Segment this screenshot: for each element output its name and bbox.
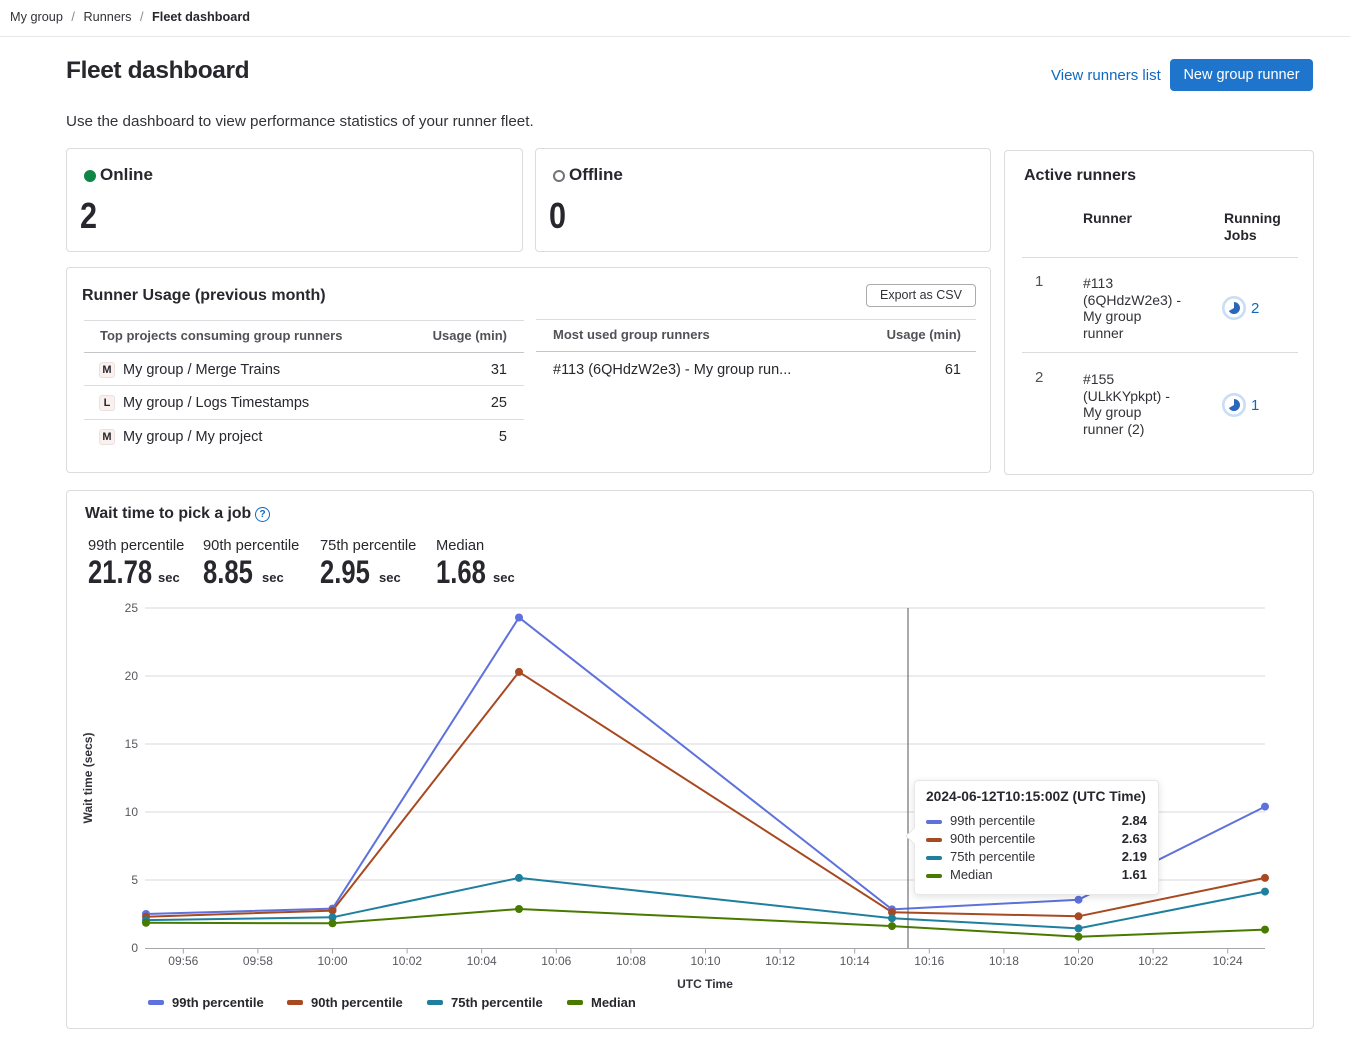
svg-text:10:12: 10:12: [765, 954, 795, 968]
svg-text:10: 10: [125, 805, 139, 819]
svg-text:09:58: 09:58: [243, 954, 273, 968]
svg-text:Wait time (secs): Wait time (secs): [81, 733, 95, 824]
svg-text:10:02: 10:02: [392, 954, 422, 968]
svg-text:10:10: 10:10: [690, 954, 720, 968]
svg-text:5: 5: [131, 873, 138, 887]
svg-text:15: 15: [125, 737, 139, 751]
svg-text:09:56: 09:56: [168, 954, 198, 968]
svg-text:UTC Time: UTC Time: [677, 977, 733, 991]
svg-text:10:18: 10:18: [989, 954, 1019, 968]
svg-text:10:20: 10:20: [1063, 954, 1093, 968]
svg-text:10:08: 10:08: [616, 954, 646, 968]
svg-text:10:16: 10:16: [914, 954, 944, 968]
svg-text:10:22: 10:22: [1138, 954, 1168, 968]
svg-text:10:06: 10:06: [541, 954, 571, 968]
svg-text:0: 0: [131, 941, 138, 955]
svg-text:20: 20: [125, 669, 139, 683]
svg-text:10:14: 10:14: [840, 954, 870, 968]
svg-text:10:00: 10:00: [317, 954, 347, 968]
svg-text:10:24: 10:24: [1213, 954, 1243, 968]
svg-text:25: 25: [125, 601, 139, 615]
svg-text:10:04: 10:04: [467, 954, 497, 968]
